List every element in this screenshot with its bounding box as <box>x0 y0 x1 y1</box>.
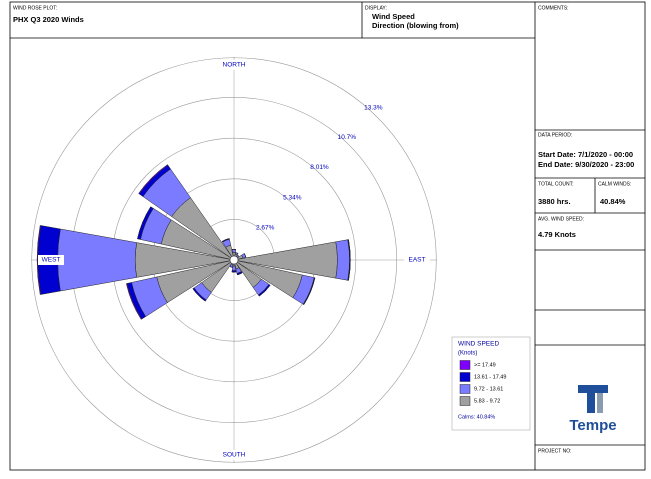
petal-segment <box>244 253 247 258</box>
ring-label: 2.67% <box>256 225 275 232</box>
petal-segment <box>231 249 237 253</box>
logo-shape <box>597 393 603 413</box>
sheet-border <box>9 1 646 471</box>
petal-segment <box>335 239 350 281</box>
display-value: Wind Speed <box>372 12 415 21</box>
ring-label: 5.34% <box>283 194 302 201</box>
compass-box <box>221 60 247 70</box>
end-date: End Date: 9/30/2020 - 23:00 <box>538 160 634 169</box>
label: DATA PERIOD: <box>538 132 572 138</box>
legend-label: 9.72 - 13.61 <box>474 386 503 392</box>
legend-swatch <box>459 396 471 406</box>
count-value: 3880 hrs. <box>538 197 571 206</box>
legend-title: WIND SPEED <box>458 341 499 348</box>
logo-shape <box>578 385 608 393</box>
label: WIND ROSE PLOT: <box>13 5 57 11</box>
petal-segment <box>237 254 240 257</box>
display-value: Direction (blowing from) <box>372 21 459 30</box>
legend-swatch <box>459 360 471 370</box>
petal-segment <box>126 283 143 320</box>
legend-label: >= 17.49 <box>474 362 496 368</box>
compass-box <box>38 255 64 265</box>
compass-label: NORTH <box>223 62 246 69</box>
compass-box <box>221 450 247 460</box>
legend-box <box>451 336 531 431</box>
plot-title: PHX Q3 2020 Winds <box>13 15 84 24</box>
label: DISPLAY: <box>365 5 387 11</box>
compass-label: EAST <box>409 257 426 264</box>
legend-calms: Calms: 40.84% <box>458 414 495 420</box>
start-date: Start Date: 7/1/2020 - 00:00 <box>538 150 633 159</box>
compass-label: WEST <box>42 257 61 264</box>
compass-box <box>404 255 430 265</box>
ring-label: 13.3% <box>364 104 383 111</box>
logo-text: Tempe <box>569 417 616 434</box>
label: AVG. WIND SPEED: <box>538 216 584 222</box>
legend-swatch <box>459 372 471 382</box>
ring-label: 8.01% <box>310 164 329 171</box>
label: COMMENTS: <box>538 5 569 11</box>
label: PROJECT NO: <box>538 448 572 454</box>
logo-shape <box>587 393 595 413</box>
petal-segment <box>57 228 137 292</box>
petal-segment <box>237 272 243 276</box>
ring <box>31 57 437 463</box>
panel-lines <box>535 129 645 446</box>
petal-segment <box>36 225 42 295</box>
label: TOTAL COUNT: <box>538 181 573 187</box>
legend-label: 5.83 - 9.72 <box>474 398 500 404</box>
petal-segment <box>138 164 169 195</box>
calm-value: 40.84% <box>600 197 626 206</box>
ring-label: 10.7% <box>338 134 357 141</box>
legend-subtitle: (Knots) <box>458 351 477 357</box>
calm-circle <box>229 255 239 265</box>
compass-label: SOUTH <box>223 452 246 459</box>
label: CALM WINDS: <box>598 181 631 187</box>
wind-rose: 2.67% 5.34% 8.01% 10.7% 13.3% NORTH EAST SOUTH W… <box>31 57 437 463</box>
logo: Tempe <box>569 385 617 434</box>
avg-value: 4.79 Knots <box>538 230 576 239</box>
legend-label: 13.61 - 17.49 <box>474 374 506 380</box>
legend-swatch <box>459 384 471 394</box>
